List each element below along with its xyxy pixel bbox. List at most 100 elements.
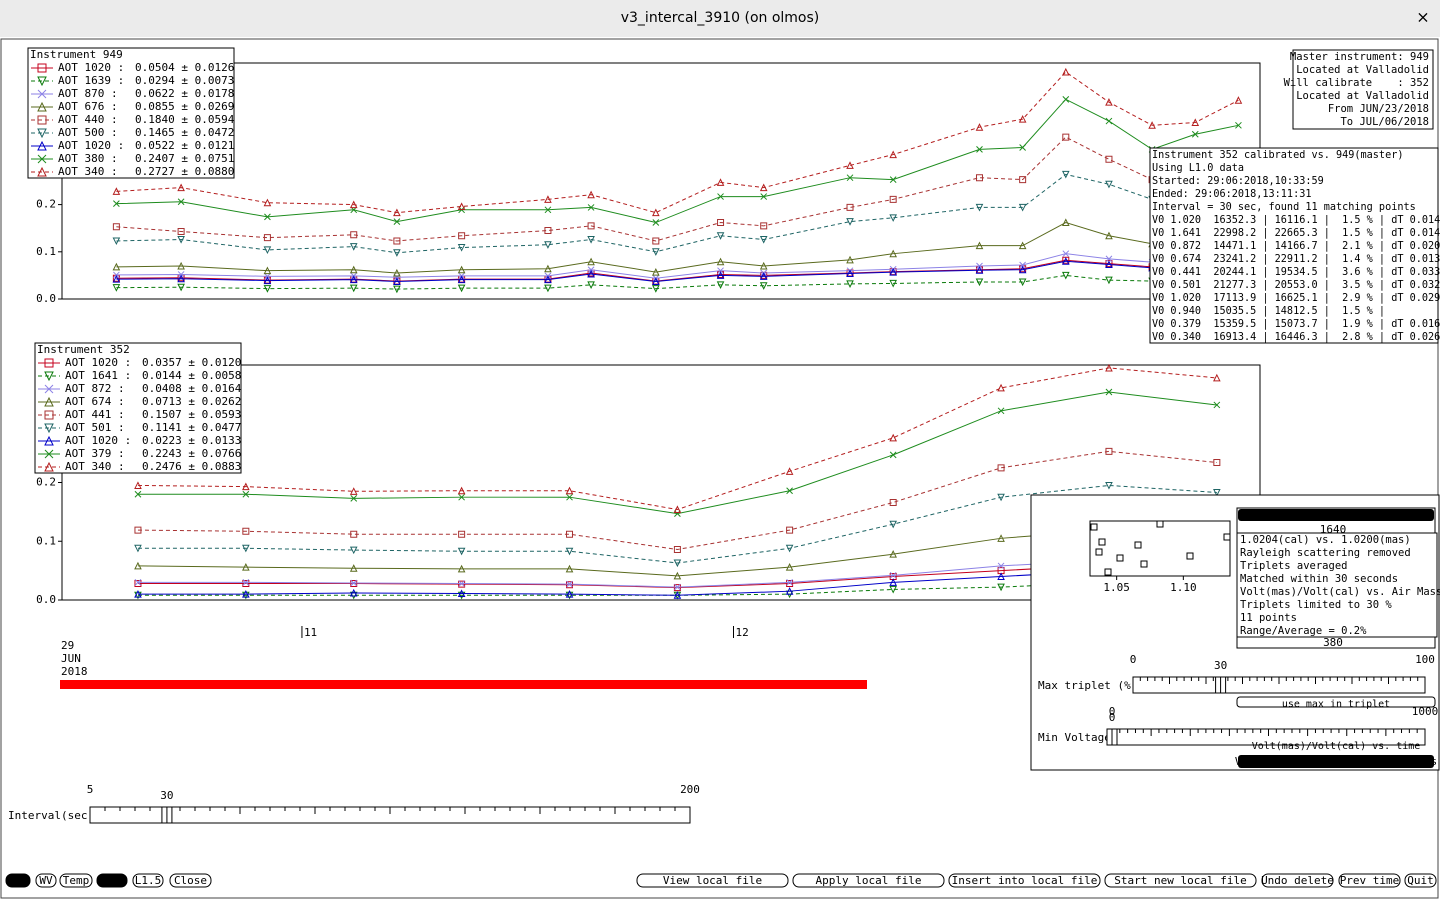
list-item[interactable]: 1020 — [1320, 508, 1347, 521]
button-label[interactable]: L1.5 — [135, 874, 162, 887]
button[interactable] — [792, 873, 945, 888]
slider-label: Max triplet (%) — [1038, 679, 1137, 692]
button[interactable] — [59, 873, 93, 888]
marker — [975, 174, 983, 182]
legend-stat: 0.0357 ± 0.0120 — [142, 356, 241, 369]
legend-label: AOT 1639 : — [58, 74, 124, 87]
option-label[interactable]: Volt(mas)/Volt(cal) vs. time — [1252, 741, 1421, 752]
option-box[interactable] — [1236, 696, 1436, 708]
button-label[interactable]: Apply local file — [816, 874, 922, 887]
button[interactable] — [132, 873, 164, 888]
button-label[interactable]: AOT — [8, 874, 28, 887]
legend-stat: 0.0294 ± 0.0073 — [135, 74, 234, 87]
marker — [673, 545, 681, 553]
legend-marker — [44, 423, 54, 434]
marker — [1213, 401, 1221, 409]
marker — [889, 214, 897, 222]
button-label[interactable]: Insert into local file — [952, 874, 1098, 887]
button[interactable] — [169, 873, 212, 888]
marker — [1018, 265, 1027, 274]
marker — [717, 219, 725, 227]
mini-point — [1104, 568, 1112, 576]
button[interactable] — [1261, 873, 1334, 888]
button[interactable] — [96, 873, 128, 888]
button-label[interactable]: Close — [174, 874, 207, 887]
marker — [673, 559, 682, 568]
master-box — [1292, 49, 1434, 130]
list-item-selected[interactable] — [1238, 509, 1434, 521]
button-label[interactable]: Prev time — [1340, 874, 1400, 887]
legend-marker — [44, 396, 54, 407]
close-button[interactable]: × — [1416, 8, 1429, 27]
button-label[interactable]: L1.0 — [99, 874, 126, 887]
marker — [457, 275, 466, 284]
marker — [652, 277, 660, 286]
marker — [1019, 261, 1026, 269]
marker — [242, 490, 250, 498]
mini-point — [1116, 554, 1124, 562]
legend-marker — [44, 449, 54, 459]
marker — [349, 200, 358, 209]
list-item[interactable]: 380 — [1323, 636, 1343, 649]
option-selected[interactable] — [1238, 755, 1434, 768]
marker — [717, 267, 724, 275]
button[interactable] — [1338, 873, 1401, 888]
marker — [997, 572, 1005, 580]
marker — [457, 547, 466, 556]
marker — [1018, 115, 1027, 123]
button-label[interactable]: Quit — [1407, 874, 1434, 887]
marker — [716, 232, 725, 240]
legend-stat: 0.1840 ± 0.0594 — [135, 113, 235, 126]
marker — [759, 183, 768, 192]
calibration-line: V0 1.641 22998.2 | 22665.3 | 1.5 % | dT … — [1152, 228, 1440, 239]
button[interactable] — [35, 873, 57, 888]
button-label[interactable]: Temp — [63, 874, 90, 887]
marker — [652, 237, 660, 245]
marker — [846, 218, 854, 226]
marker — [652, 208, 660, 217]
legend-marker — [44, 371, 54, 382]
marker — [717, 193, 724, 200]
legend-marker — [44, 461, 54, 472]
slider-label: Interval(sec) — [8, 809, 94, 822]
marker — [587, 257, 595, 266]
marker — [652, 248, 660, 256]
button[interactable] — [948, 873, 1101, 888]
calibration-line: V0 0.340 16913.4 | 16446.3 | 2.8 % | dT … — [1152, 332, 1440, 343]
legend-marker — [44, 410, 54, 420]
marker — [242, 482, 250, 491]
button-label[interactable]: WV — [39, 874, 53, 887]
legend-box — [34, 342, 242, 474]
button-label[interactable]: Undo delete — [1261, 874, 1334, 887]
marker — [242, 527, 250, 535]
button[interactable] — [1404, 873, 1437, 888]
marker — [1062, 250, 1070, 258]
button-label[interactable]: View local file — [663, 874, 762, 887]
series-line — [137, 450, 1217, 550]
marker — [350, 579, 358, 587]
slider-min: 5 — [87, 783, 94, 796]
mini-plot — [1089, 520, 1231, 577]
mini-point — [1140, 560, 1148, 568]
marker — [458, 232, 466, 240]
legend-stat: 0.0223 ± 0.0133 — [142, 434, 241, 447]
option-label[interactable]: Volt(mas)/Volt(cal) vs. Air Mass — [1235, 756, 1437, 768]
slider-label: Min Voltage — [1038, 731, 1111, 744]
marker — [349, 487, 358, 495]
button[interactable] — [1104, 873, 1257, 888]
marker — [889, 451, 897, 459]
marker — [263, 266, 272, 275]
button[interactable] — [5, 873, 31, 888]
button[interactable] — [636, 873, 789, 888]
master-line: To JUL/06/2018 — [1340, 116, 1429, 128]
slider-max: 1000 — [1412, 705, 1439, 718]
marker — [785, 544, 794, 553]
marker — [1061, 271, 1070, 280]
marker — [457, 244, 466, 252]
marker — [587, 204, 595, 211]
option-label[interactable]: use max in triplet — [1282, 699, 1390, 710]
button-label[interactable]: Start new local file — [1114, 874, 1246, 887]
master-line: Will calibrate : 352 — [1284, 77, 1429, 89]
marker — [350, 530, 358, 538]
marker — [1018, 203, 1027, 212]
